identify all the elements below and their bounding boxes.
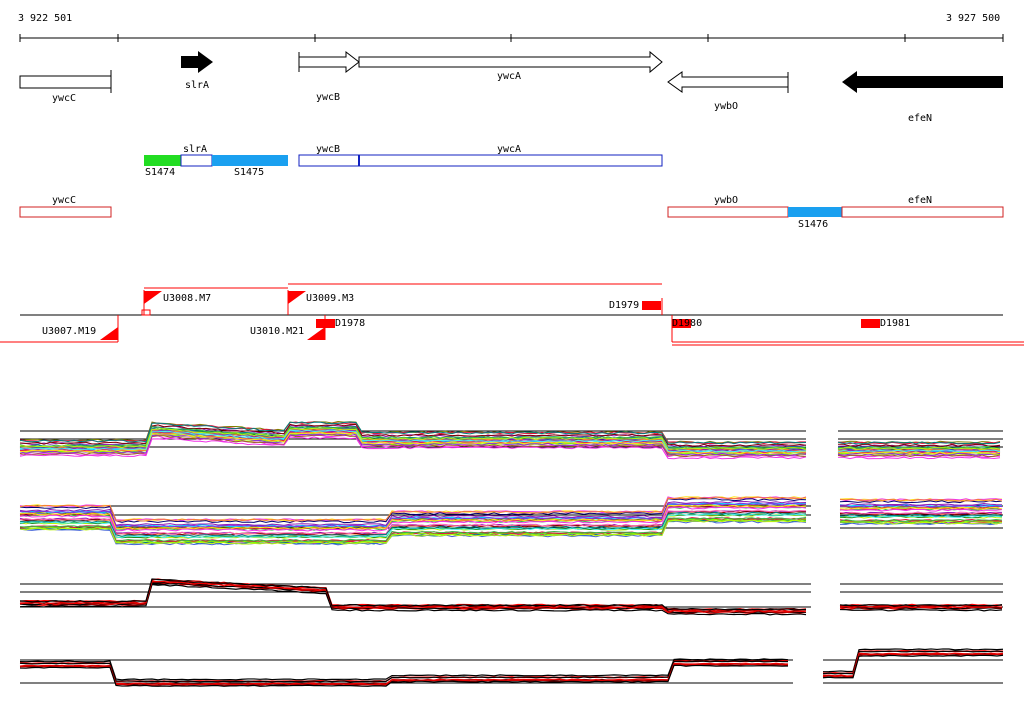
transcript-label-ywcC: ywcC: [52, 195, 77, 206]
downshift-D1978[interactable]: [316, 319, 335, 328]
transcript-label-slrA: slrA: [183, 144, 208, 155]
segment-label-S1476: S1476: [798, 219, 829, 230]
segment-S1475-box[interactable]: [212, 155, 288, 166]
downshift-label-D1981: D1981: [880, 318, 911, 329]
shift-track: [0, 283, 1024, 346]
transcript-slrA-box[interactable]: [180, 154, 213, 167]
expression-panels: [19, 420, 1004, 687]
downshift-D1979[interactable]: [642, 301, 661, 310]
transcript-label-efeN: efeN: [908, 195, 933, 206]
gene-label-ywcC: ywcC: [52, 93, 77, 104]
downshift-label-D1980: D1980: [672, 318, 703, 329]
coordinate-end: 3 927 500: [946, 13, 1001, 24]
segment-S1476-box[interactable]: [788, 207, 842, 217]
upshift-flag-U3007[interactable]: [100, 315, 119, 340]
downshift-label-D1979: D1979: [609, 300, 640, 311]
gene-label-ywbO: ywbO: [714, 101, 739, 112]
downshift-label-D1978: D1978: [335, 318, 366, 329]
segment-S1474-box[interactable]: [144, 155, 181, 166]
gene-slrA[interactable]: [181, 51, 213, 73]
gene-label-slrA: slrA: [185, 80, 210, 91]
upshift-label-U3007: U3007.M19: [42, 326, 97, 337]
transcript-label-ywcA: ywcA: [497, 144, 522, 155]
gene-ywcA[interactable]: [358, 50, 663, 74]
transcript-efeN-box[interactable]: [841, 206, 1004, 218]
downshift-D1980[interactable]: [672, 319, 691, 328]
coordinate-start: 3 922 501: [18, 13, 73, 24]
transcript-ywbO-box[interactable]: [667, 206, 789, 218]
downshift-D1981[interactable]: [861, 319, 880, 328]
gene-efeN[interactable]: [842, 71, 1003, 93]
gene-ywbO[interactable]: [667, 71, 789, 93]
transcript-label-ywbO: ywbO: [714, 195, 739, 206]
gene-label-ywcA: ywcA: [497, 71, 522, 82]
transcript-label-ywcB: ywcB: [316, 144, 341, 155]
upshift-flag-U3008[interactable]: [141, 290, 162, 316]
upshift-label-U3010: U3010.M21: [250, 326, 305, 337]
segment-label-S1475: S1475: [234, 167, 265, 178]
segment-label-S1474: S1474: [145, 167, 176, 178]
gene-ywcB[interactable]: [298, 50, 360, 74]
transcript-ywcA-box[interactable]: [358, 154, 663, 167]
gene-label-efeN: efeN: [908, 113, 933, 124]
coordinate-ruler: [19, 34, 1004, 42]
gene-ywcC[interactable]: [19, 75, 112, 89]
transcript-ywcC-box[interactable]: [19, 206, 112, 218]
upshift-label-U3008: U3008.M7: [163, 293, 212, 304]
gene-label-ywcB: ywcB: [316, 92, 341, 103]
upshift-flag-U3009[interactable]: [287, 290, 306, 315]
transcript-ywcB-box[interactable]: [298, 154, 360, 167]
upshift-label-U3009: U3009.M3: [306, 293, 355, 304]
